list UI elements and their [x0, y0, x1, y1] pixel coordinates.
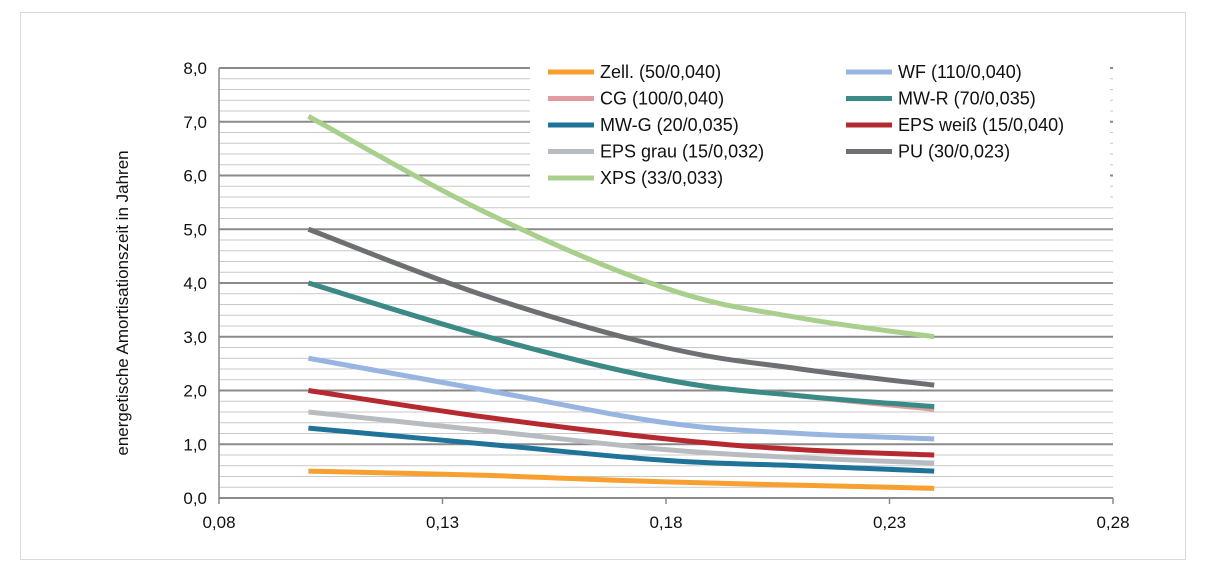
legend-label: EPS grau (15/0,032)	[600, 142, 764, 162]
x-tick-label: 0,18	[649, 513, 682, 532]
y-tick-label: 7,0	[183, 113, 207, 132]
series-line	[307, 280, 935, 410]
legend-label: WF (110/0,040)	[898, 62, 1022, 82]
series-line	[307, 114, 935, 340]
series-line	[307, 226, 935, 388]
y-tick-label: 6,0	[183, 167, 207, 186]
y-tick-label: 4,0	[183, 274, 207, 293]
y-axis-label: energetische Amortisationszeit in Jahren	[113, 150, 132, 455]
y-tick-label: 8,0	[183, 59, 207, 78]
series-line	[308, 409, 935, 466]
legend-background	[530, 58, 1110, 204]
y-tick-label: 5,0	[183, 220, 207, 239]
legend-label: Zell. (50/0,040)	[600, 62, 721, 82]
series-line	[308, 425, 935, 474]
legend-label: CG (100/0,040)	[600, 89, 724, 109]
legend-label: MW-R (70/0,035)	[898, 89, 1036, 109]
legend-label: PU (30/0,023)	[898, 142, 1010, 162]
x-tick-label: 0,23	[873, 513, 906, 532]
axes: 0,0 1,0 2,0 3,0 4,0 5,0 6,0 7,0 8,0 0,08 0,13 0,18 0…	[183, 59, 1129, 532]
legend: Zell. (50/0,040) WF (110/0,040) CG (100/0,…	[548, 62, 1064, 188]
series-line	[307, 355, 935, 442]
legend-label: XPS (33/0,033)	[600, 168, 723, 188]
y-tick-label: 3,0	[183, 328, 207, 347]
x-tick-label: 0,13	[426, 513, 459, 532]
y-tick-label: 2,0	[183, 382, 207, 401]
legend-label: MW-G (20/0,035)	[600, 115, 739, 135]
legend-label: EPS weiß (15/0,040)	[898, 115, 1064, 135]
x-tick-label: 0,08	[202, 513, 235, 532]
series-line	[308, 468, 935, 491]
y-tick-label: 1,0	[183, 435, 207, 454]
series-line	[308, 388, 935, 458]
x-tick-label: 0,28	[1096, 513, 1129, 532]
series-lines	[307, 114, 935, 491]
y-tick-label: 0,0	[183, 489, 207, 508]
